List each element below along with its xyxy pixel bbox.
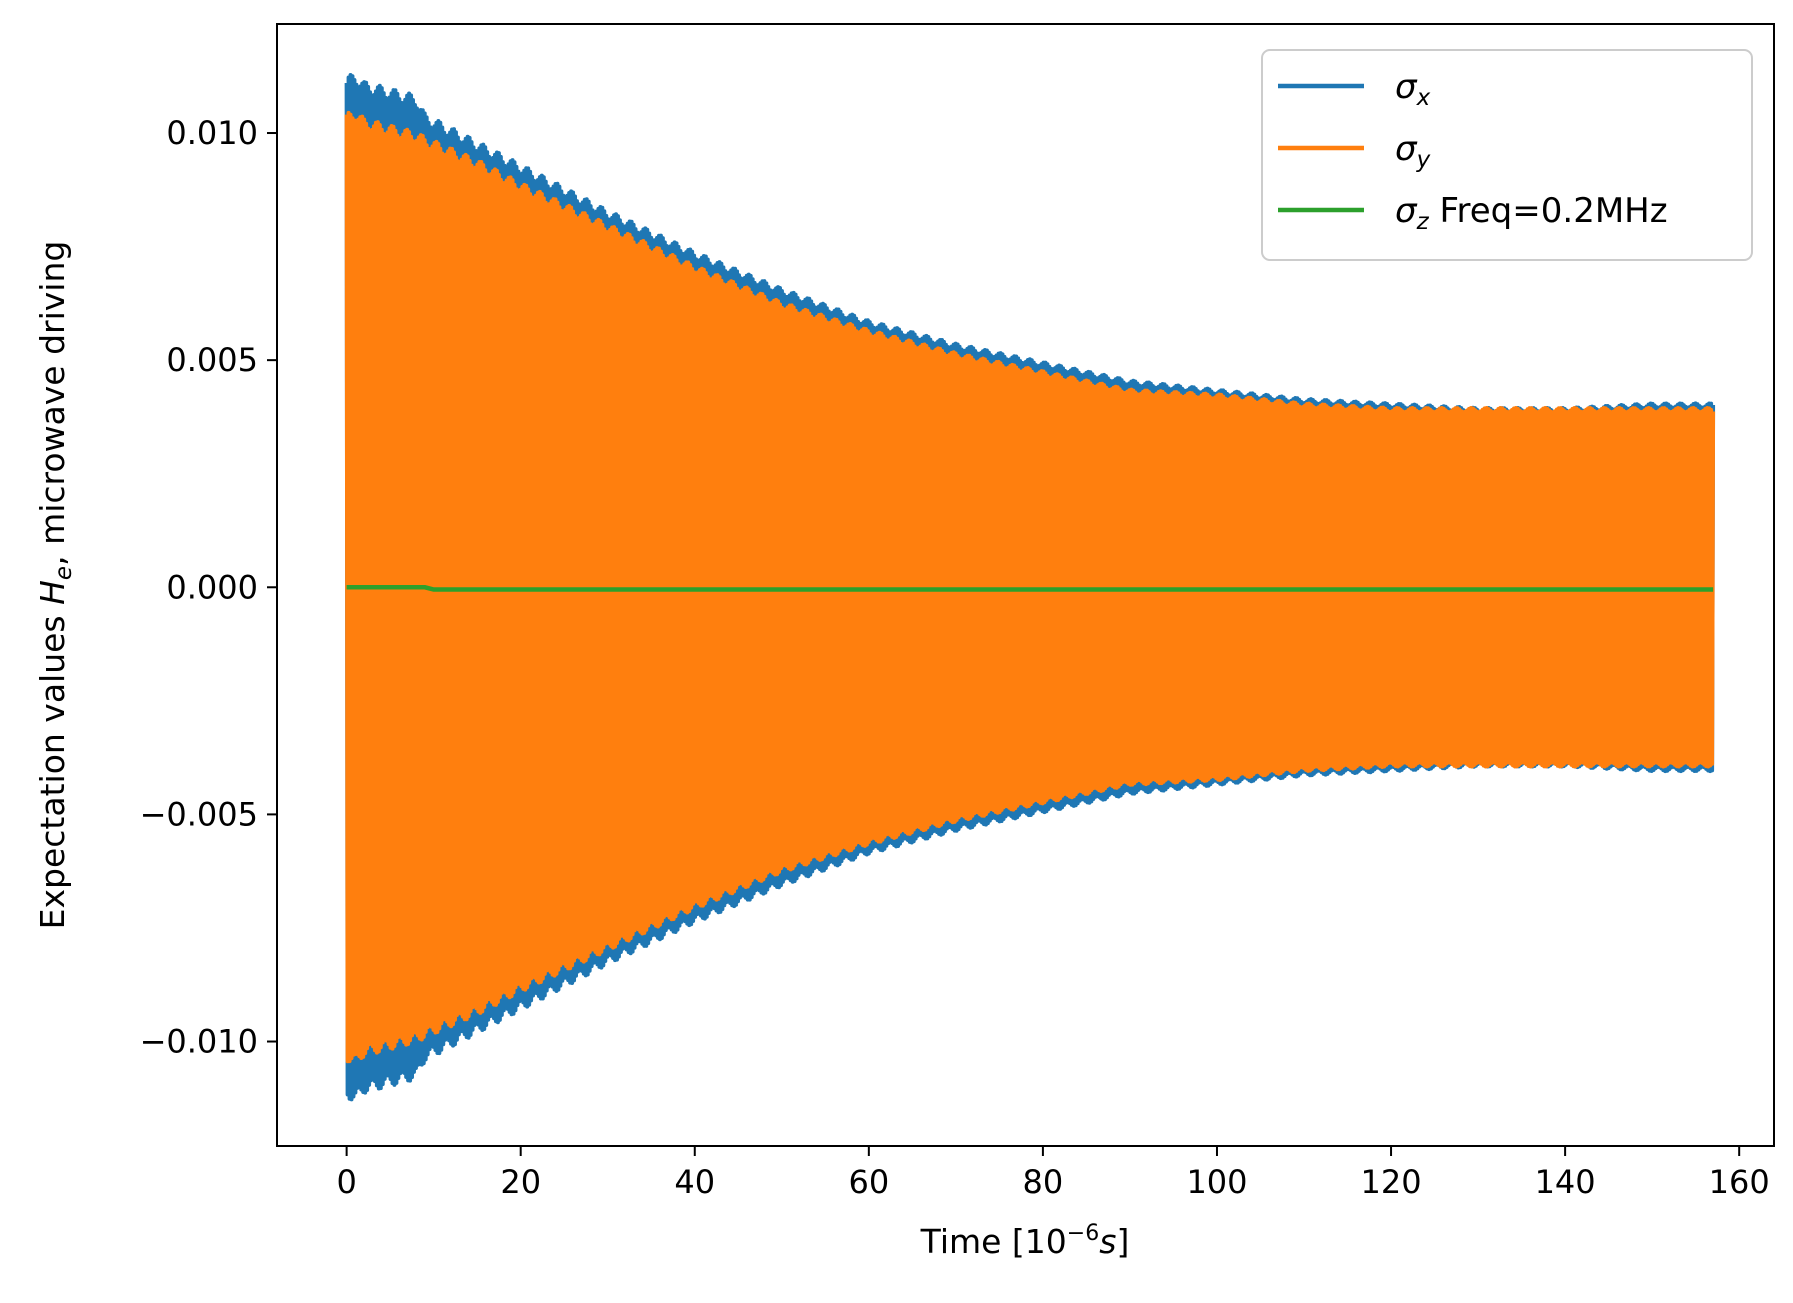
legend-box bbox=[1261, 49, 1753, 261]
y-tick-label: −0.010 bbox=[140, 1023, 258, 1061]
y-tick-label: 0.010 bbox=[166, 114, 258, 152]
x-axis-label-exponent: −6 bbox=[1067, 1221, 1099, 1246]
y-axis-label-prefix: Expectation values bbox=[33, 605, 72, 929]
x-tick-label: 100 bbox=[1186, 1163, 1247, 1201]
axes-frame bbox=[276, 23, 1775, 1147]
x-axis-label-suffix: ] bbox=[1116, 1222, 1129, 1261]
y-axis-label-symbol: H bbox=[33, 580, 72, 605]
y-tick-label: −0.005 bbox=[140, 795, 258, 833]
x-tick-label: 0 bbox=[336, 1163, 356, 1201]
legend-label-z: σz Freq=0.2MHz bbox=[1395, 191, 1668, 235]
y-axis-label-subscript: e bbox=[51, 566, 77, 580]
x-axis-label-prefix: Time [10 bbox=[920, 1222, 1067, 1261]
legend-symbol: σ bbox=[1395, 129, 1418, 169]
x-tick-label: 80 bbox=[1023, 1163, 1064, 1201]
legend-label-y: σy bbox=[1395, 129, 1431, 173]
x-axis-label-unit: s bbox=[1099, 1222, 1116, 1261]
legend-subscript: y bbox=[1416, 147, 1431, 173]
legend-suffix: Freq=0.2MHz bbox=[1429, 191, 1668, 231]
x-tick-label: 20 bbox=[500, 1163, 541, 1201]
y-axis-label: Expectation values He, microwave driving bbox=[33, 241, 77, 930]
x-axis-label: Time [10−6s] bbox=[920, 1221, 1130, 1261]
series-line-z bbox=[346, 585, 1714, 592]
series-line-y bbox=[344, 110, 1716, 1064]
legend-subscript: z bbox=[1416, 209, 1430, 235]
legend-subscript: x bbox=[1416, 85, 1431, 111]
x-tick-label: 40 bbox=[674, 1163, 715, 1201]
y-tick-label: 0.000 bbox=[166, 568, 258, 606]
x-tick-label: 120 bbox=[1361, 1163, 1422, 1201]
series-layer bbox=[344, 72, 1716, 1102]
y-tick-label: 0.005 bbox=[166, 341, 258, 379]
legend-symbol: σ bbox=[1395, 67, 1418, 107]
x-tick-label: 60 bbox=[848, 1163, 889, 1201]
y-axis-label-suffix: , microwave driving bbox=[33, 241, 72, 566]
x-tick-label: 140 bbox=[1535, 1163, 1596, 1201]
legend-symbol: σ bbox=[1395, 191, 1418, 231]
legend-label-x: σx bbox=[1395, 67, 1431, 111]
x-tick-label: 160 bbox=[1709, 1163, 1770, 1201]
ticks-layer: 0 20 40 60 80 100 120 140 160 0.010 0.005 0.000 −0.0… bbox=[140, 114, 1770, 1201]
